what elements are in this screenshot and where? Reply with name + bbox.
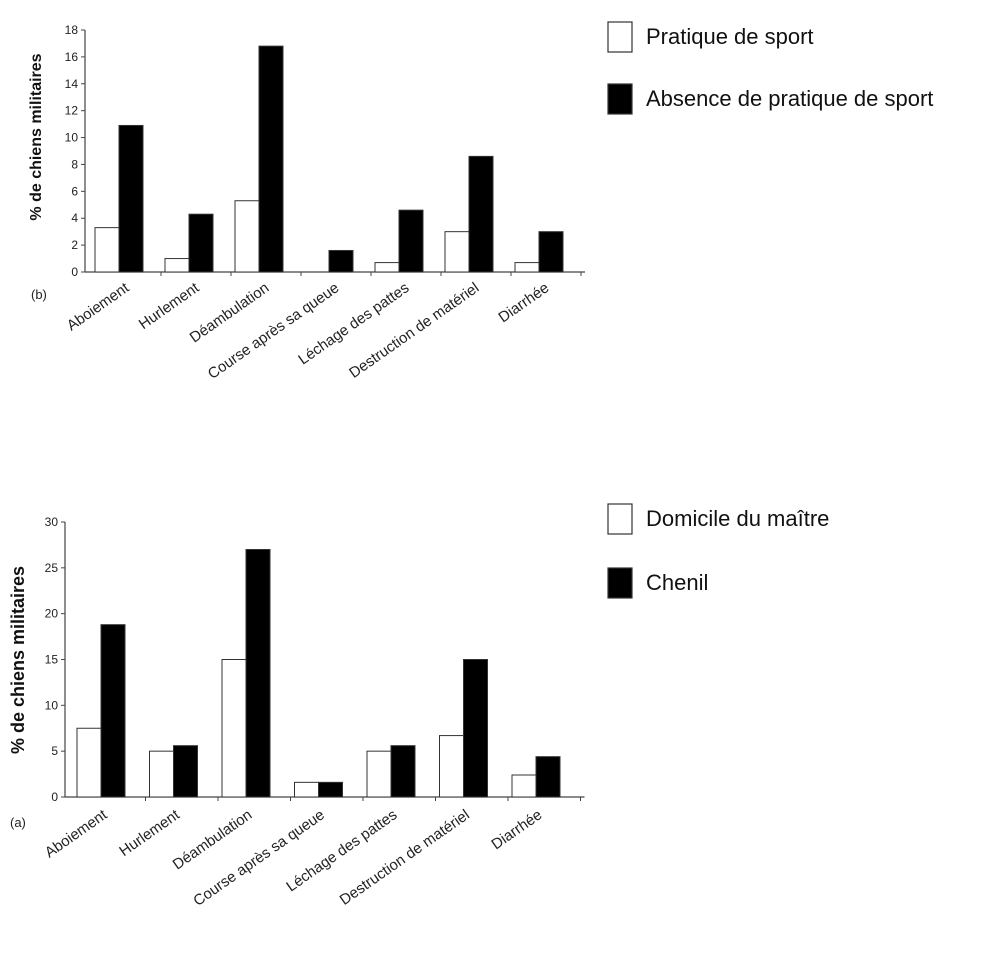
bar-absence-de-pratique-de-sport-course-apres-sa-queue bbox=[328, 249, 354, 273]
category-label-course-apres-sa-queue: Course après sa queue bbox=[190, 806, 327, 909]
y-tick-label: 0 bbox=[51, 790, 58, 804]
category-label-destruction-de-materiel: Destruction de matériel bbox=[346, 279, 482, 381]
y-tick-label: 5 bbox=[51, 744, 58, 758]
category-label-hurlement: Hurlement bbox=[116, 806, 183, 860]
bar-pratique-de-sport-diarrhee bbox=[514, 262, 540, 273]
bar-chenil-hurlement bbox=[173, 745, 198, 798]
y-tick-label: 16 bbox=[65, 50, 79, 64]
y-tick-label: 10 bbox=[45, 698, 59, 712]
bar-absence-de-pratique-de-sport-deambulation bbox=[258, 45, 284, 273]
bar-absence-de-pratique-de-sport-destruction-de-materiel bbox=[468, 155, 494, 273]
bar-chenil-diarrhee bbox=[535, 756, 561, 798]
bar-absence-de-pratique-de-sport-aboiement bbox=[118, 124, 144, 273]
y-tick-label: 12 bbox=[65, 104, 79, 118]
bar-domicile-du-maitre-destruction-de-materiel bbox=[439, 735, 464, 798]
y-tick-label: 14 bbox=[65, 77, 79, 91]
y-tick-label: 6 bbox=[71, 184, 78, 198]
panel-label: (b) bbox=[31, 287, 47, 302]
category-label-aboiement: Aboiement bbox=[64, 279, 133, 335]
y-axis-label: % de chiens militaires bbox=[8, 566, 28, 754]
y-axis-label: % de chiens militaires bbox=[28, 53, 45, 220]
legend-housing: Domicile du maître Chenil bbox=[607, 503, 829, 599]
chart-housing: 0 5 10 15 20 25 30 % de chiens militaires (a) Abo… bbox=[8, 515, 585, 910]
bar-domicile-du-maitre-aboiement bbox=[76, 727, 102, 798]
y-tick-label: 10 bbox=[65, 131, 79, 145]
category-label-diarrhee: Diarrhée bbox=[495, 279, 552, 326]
bar-absence-de-pratique-de-sport-hurlement bbox=[188, 213, 214, 273]
legend-swatch-absence-de-pratique-de-sport bbox=[607, 83, 633, 115]
category-label-aboiement: Aboiement bbox=[42, 806, 111, 862]
bar-chenil-deambulation bbox=[245, 549, 271, 798]
category-label-course-apres-sa-queue: Course après sa queue bbox=[205, 279, 342, 382]
bar-absence-de-pratique-de-sport-diarrhee bbox=[538, 231, 564, 273]
legend-label-chenil: Chenil bbox=[646, 570, 708, 595]
bar-absence-de-pratique-de-sport-lechage-des-pattes bbox=[398, 209, 424, 273]
y-tick-label: 18 bbox=[65, 23, 79, 37]
bar-domicile-du-maitre-lechage-des-pattes bbox=[366, 750, 392, 798]
bar-domicile-du-maitre-deambulation bbox=[221, 659, 247, 798]
legend-swatch-chenil bbox=[607, 567, 633, 599]
category-label-destruction-de-materiel: Destruction de matériel bbox=[337, 806, 473, 908]
bar-chenil-course-apres-sa-queue bbox=[318, 781, 343, 798]
bar-pratique-de-sport-deambulation bbox=[234, 200, 260, 273]
legend-label-pratique-de-sport: Pratique de sport bbox=[646, 24, 814, 49]
y-tick-label: 25 bbox=[45, 561, 59, 575]
y-tick-label: 2 bbox=[71, 238, 78, 252]
legend-swatch-pratique-de-sport bbox=[607, 21, 633, 53]
bar-chenil-destruction-de-materiel bbox=[463, 659, 488, 798]
bar-pratique-de-sport-destruction-de-materiel bbox=[444, 231, 470, 273]
legend-label-domicile-du-maitre: Domicile du maître bbox=[646, 506, 829, 531]
category-label-diarrhee: Diarrhée bbox=[488, 806, 545, 853]
bar-domicile-du-maitre-course-apres-sa-queue bbox=[294, 781, 319, 798]
legend-swatch-domicile-du-maitre bbox=[607, 503, 633, 535]
y-tick-label: 0 bbox=[71, 265, 78, 279]
y-tick-label: 30 bbox=[45, 515, 59, 529]
bar-domicile-du-maitre-hurlement bbox=[149, 750, 174, 798]
chart-sport: 0 2 4 6 8 10 12 14 16 18 % de chiens militaires (b)… bbox=[28, 23, 585, 383]
y-tick-label: 20 bbox=[45, 607, 59, 621]
bar-chenil-lechage-des-pattes bbox=[390, 745, 416, 798]
y-tick-label: 8 bbox=[71, 157, 78, 171]
y-tick-label: 4 bbox=[71, 211, 78, 225]
legend-label-absence-de-pratique-de-sport: Absence de pratique de sport bbox=[646, 86, 933, 111]
bar-chenil-aboiement bbox=[100, 624, 126, 798]
y-tick-label: 15 bbox=[45, 653, 59, 667]
bar-pratique-de-sport-lechage-des-pattes bbox=[374, 262, 400, 273]
bar-pratique-de-sport-hurlement bbox=[164, 258, 190, 273]
legend-sport: Pratique de sport Absence de pratique de … bbox=[607, 21, 933, 115]
bar-domicile-du-maitre-diarrhee bbox=[511, 774, 537, 798]
panel-label: (a) bbox=[10, 815, 26, 830]
category-label-hurlement: Hurlement bbox=[136, 279, 203, 333]
bar-pratique-de-sport-aboiement bbox=[94, 227, 120, 273]
